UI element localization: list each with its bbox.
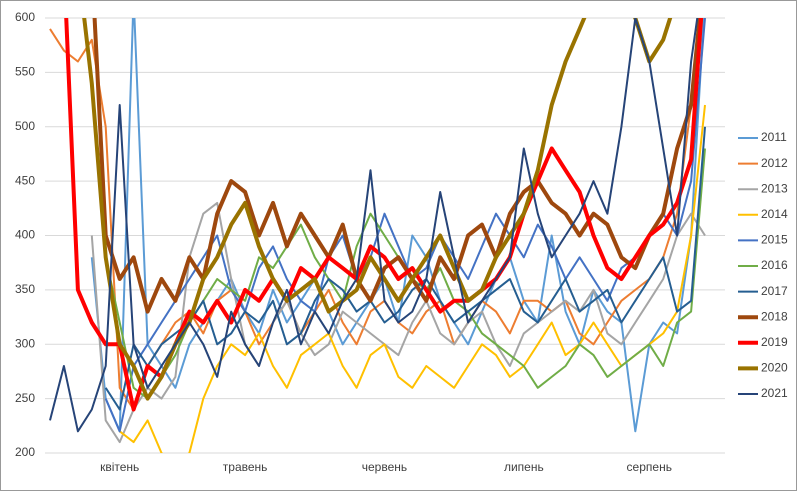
legend-label: 2014 bbox=[761, 207, 788, 221]
legend-label: 2015 bbox=[761, 233, 788, 247]
legend-label: 2019 bbox=[761, 335, 788, 349]
x-tick-label: квітень bbox=[100, 460, 139, 474]
series-line bbox=[104, 126, 706, 411]
y-tick-label: 250 bbox=[15, 391, 35, 405]
legend-label: 2013 bbox=[761, 181, 788, 195]
legend-label: 2012 bbox=[761, 156, 788, 170]
legend-label: 2020 bbox=[761, 361, 788, 375]
series-line bbox=[92, 18, 702, 314]
x-tick-label: травень bbox=[223, 460, 268, 474]
y-tick-label: 400 bbox=[15, 228, 35, 242]
y-tick-label: 600 bbox=[15, 10, 35, 24]
y-tick-label: 550 bbox=[15, 65, 35, 79]
legend-label: 2017 bbox=[761, 284, 788, 298]
y-tick-label: 200 bbox=[15, 445, 35, 459]
labels: 200 250 300 350 400 450 500 550 600 квітень травен… bbox=[15, 10, 788, 474]
y-tick-label: 500 bbox=[15, 119, 35, 133]
legend-label: 2016 bbox=[761, 258, 788, 272]
legend-label: 2021 bbox=[761, 386, 788, 400]
legend-label: 2011 bbox=[761, 130, 787, 144]
series-line bbox=[49, 18, 699, 433]
legend-label: 2018 bbox=[761, 309, 788, 323]
series-line bbox=[104, 18, 706, 433]
y-tick-label: 300 bbox=[15, 336, 35, 350]
plot-area bbox=[49, 18, 706, 453]
y-tick-label: 350 bbox=[15, 282, 35, 296]
x-tick-label: липень bbox=[504, 460, 544, 474]
x-tick-label: серпень bbox=[627, 460, 672, 474]
series-line bbox=[90, 201, 706, 444]
x-tick-label: червень bbox=[362, 460, 407, 474]
y-tick-label: 450 bbox=[15, 173, 35, 187]
series-line bbox=[119, 104, 706, 453]
